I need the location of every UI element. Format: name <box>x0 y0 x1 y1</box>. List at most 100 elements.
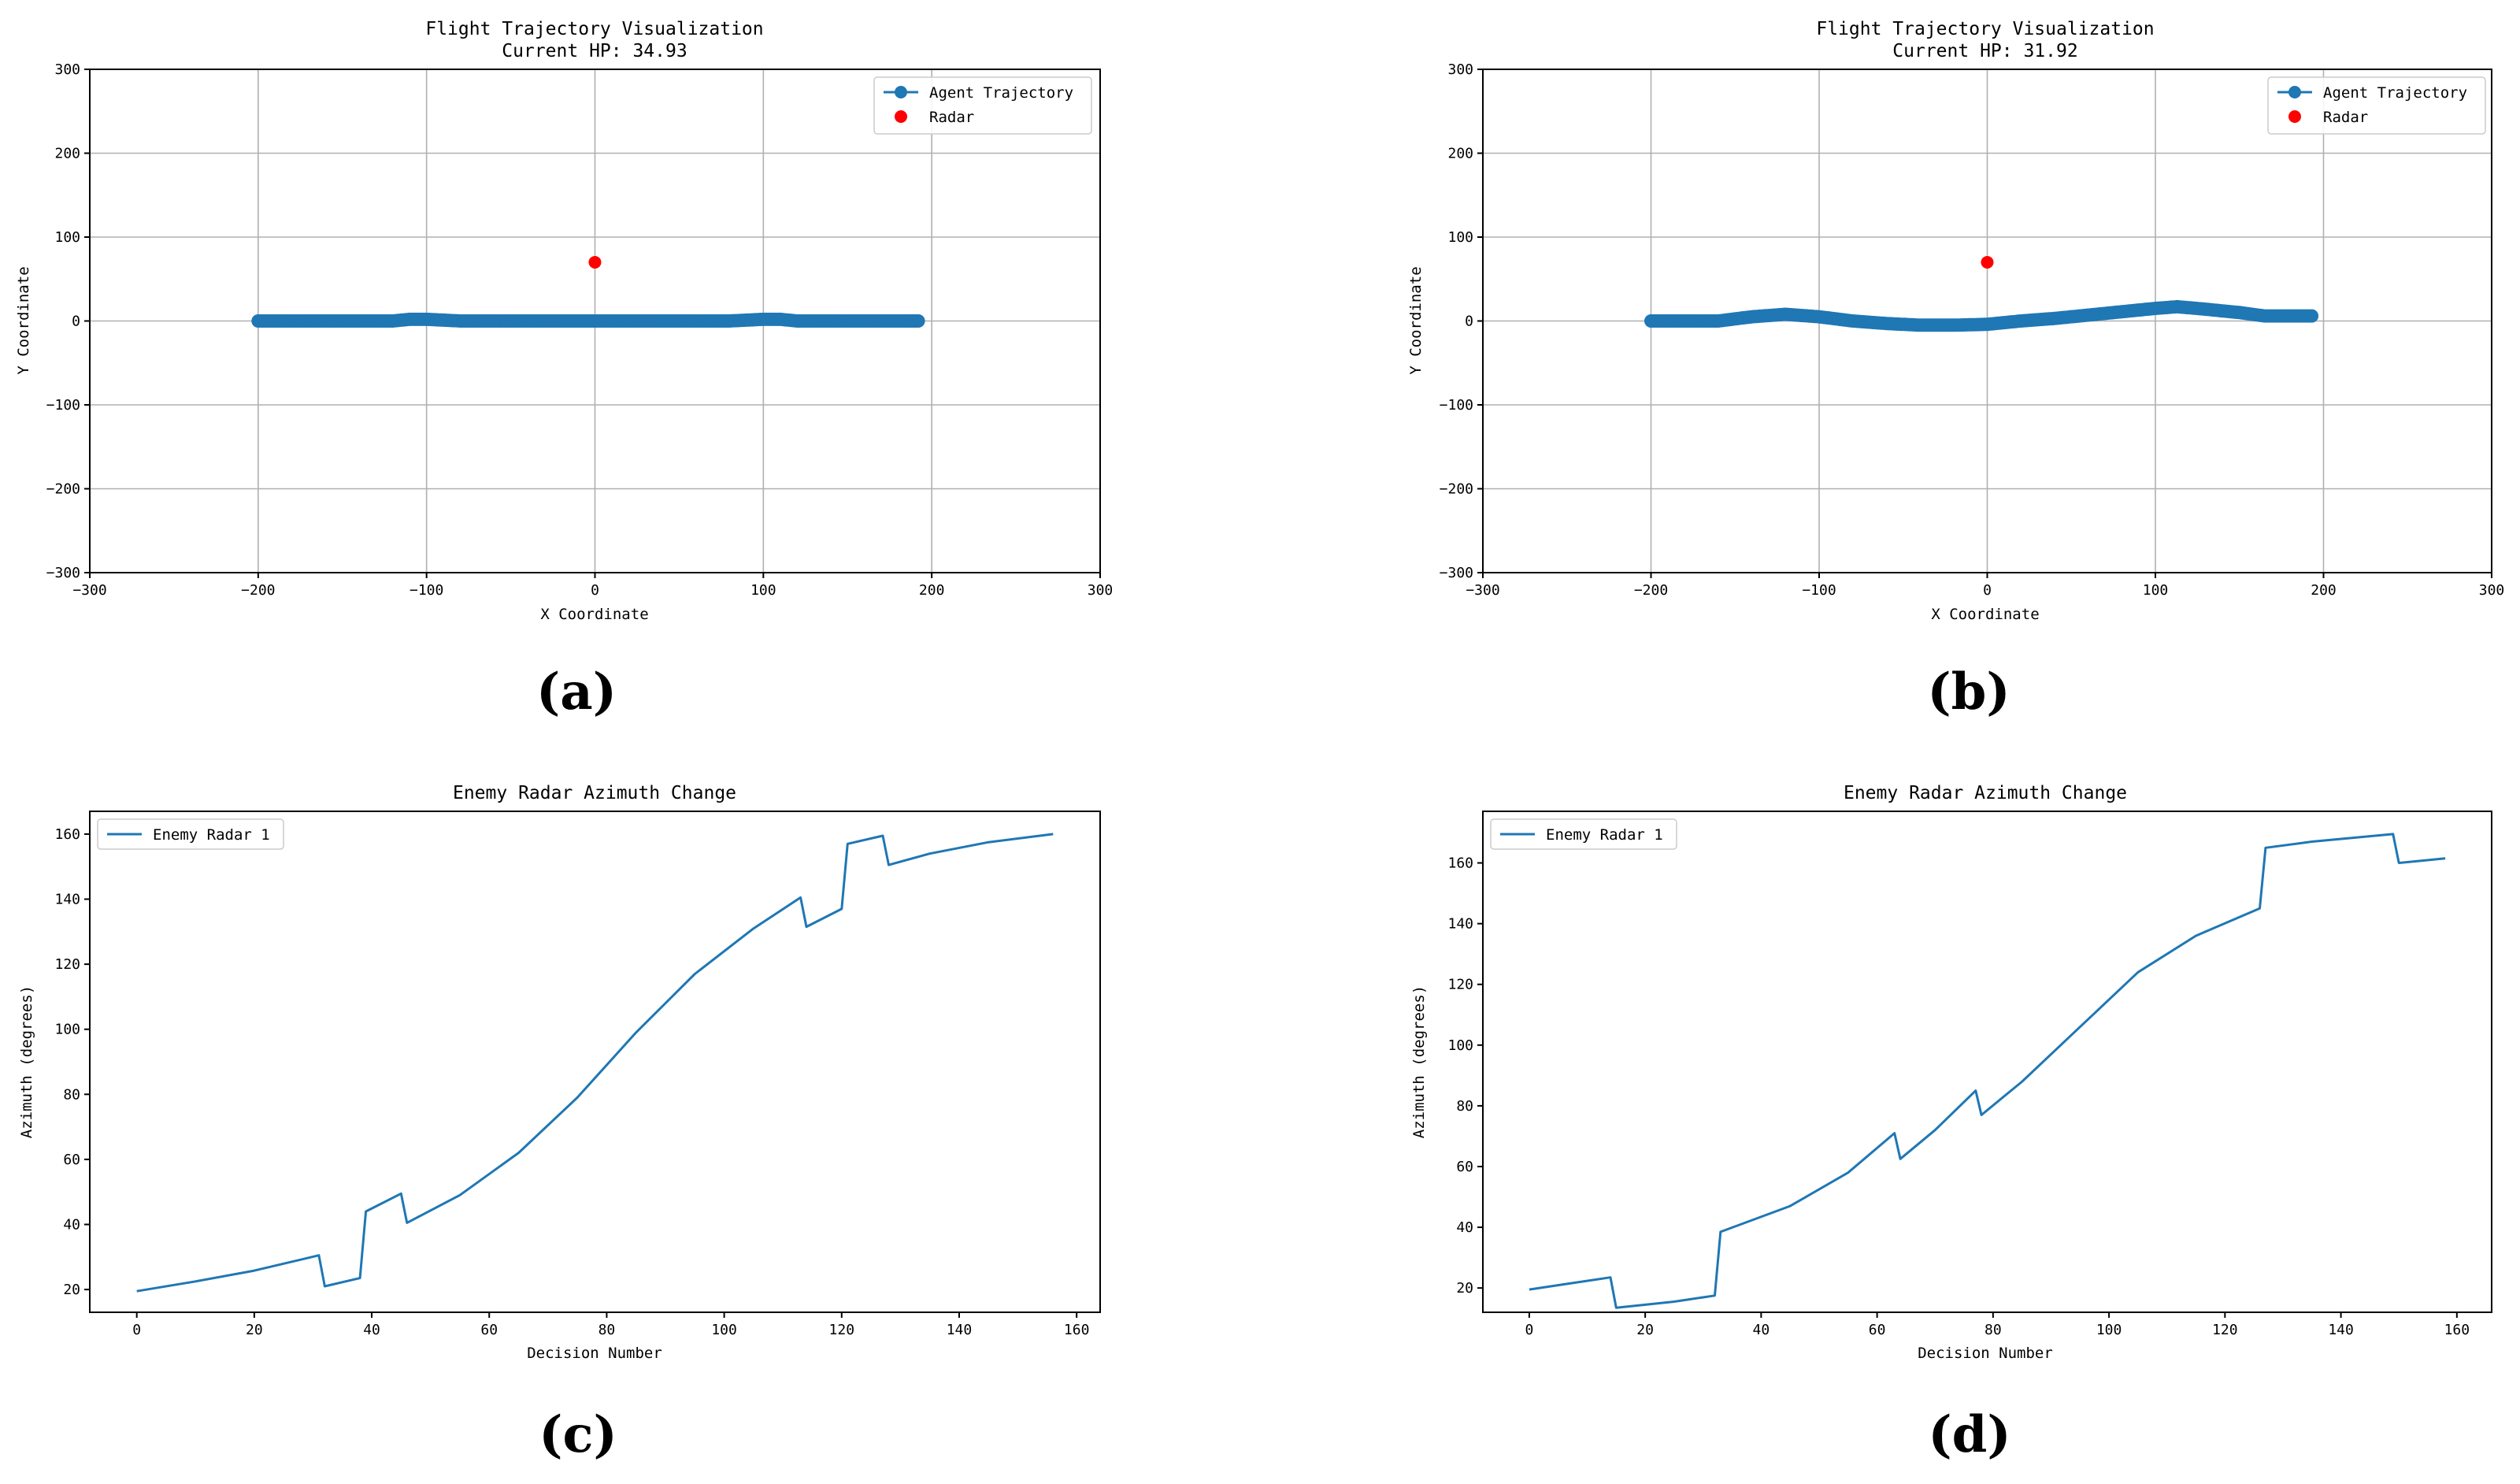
x-tick-label: 120 <box>2212 1322 2238 1338</box>
y-tick-label: 40 <box>1456 1219 1473 1236</box>
y-tick-label: 160 <box>1447 855 1473 872</box>
x-tick-label: 200 <box>919 582 945 599</box>
x-tick-label: 120 <box>829 1322 855 1338</box>
y-tick-label: 100 <box>54 229 80 246</box>
y-axis-label: Azimuth (degrees) <box>18 985 35 1138</box>
panel-label: (a) <box>536 662 617 722</box>
x-tick-label: 100 <box>2096 1322 2122 1338</box>
panel-label: (b) <box>1927 662 2010 722</box>
y-tick-label: 20 <box>1456 1280 1473 1297</box>
y-tick-label: 20 <box>63 1282 80 1298</box>
y-tick-label: 60 <box>1456 1159 1473 1175</box>
y-tick-label: 80 <box>63 1086 80 1103</box>
y-tick-label: 160 <box>54 826 80 843</box>
x-tick-label: 140 <box>2328 1322 2354 1338</box>
x-tick-label: 60 <box>1869 1322 1886 1338</box>
y-tick-label: 100 <box>54 1022 80 1038</box>
y-tick-label: 200 <box>54 146 80 162</box>
x-tick-label: 160 <box>2444 1322 2470 1338</box>
y-tick-label: 200 <box>1447 146 1473 162</box>
x-tick-label: −100 <box>1802 582 1836 599</box>
legend-label-series: Enemy Radar 1 <box>153 826 270 844</box>
y-tick-label: 140 <box>1447 916 1473 933</box>
x-tick-label: 20 <box>246 1322 263 1338</box>
legend-label-radar: Radar <box>2323 109 2368 126</box>
x-axis-label: X Coordinate <box>540 606 648 623</box>
x-tick-label: 140 <box>947 1322 973 1338</box>
y-tick-label: 300 <box>54 61 80 78</box>
y-tick-label: −300 <box>1440 565 1473 581</box>
y-tick-label: −200 <box>46 481 80 498</box>
y-tick-label: −300 <box>46 565 80 581</box>
x-axis-label: Decision Number <box>1918 1345 2053 1362</box>
y-tick-label: −100 <box>1440 397 1473 414</box>
x-tick-label: −200 <box>1634 582 1668 599</box>
x-tick-label: 100 <box>750 582 776 599</box>
legend-box <box>97 818 284 850</box>
y-axis-label: Y Coordinate <box>15 266 32 374</box>
y-tick-label: 120 <box>54 956 80 973</box>
y-tick-label: 120 <box>1447 977 1473 993</box>
trajectory-point <box>2305 309 2319 323</box>
series-line <box>136 833 1054 1293</box>
panel-c: Enemy Radar Azimuth Change 0 20 40 60 80 100 1… <box>18 783 1101 1464</box>
legend: Agent Trajectory Radar <box>873 76 1092 135</box>
series-line <box>1529 833 2446 1309</box>
legend-marker-radar <box>895 110 907 123</box>
x-tick-label: 20 <box>1636 1322 1654 1338</box>
legend-label-radar: Radar <box>929 109 974 126</box>
x-axis-label: X Coordinate <box>1931 606 2039 623</box>
panel-a: Flight Trajectory Visualization Current … <box>15 19 1113 722</box>
y-tick-label: 60 <box>63 1152 80 1168</box>
legend-label-trajectory: Agent Trajectory <box>2323 84 2467 102</box>
x-tick-label: 80 <box>1984 1322 2002 1338</box>
x-tick-label: 100 <box>2143 582 2169 599</box>
x-tick-label: 80 <box>598 1322 616 1338</box>
legend-marker-trajectory <box>2288 86 2301 98</box>
chart-title: Enemy Radar Azimuth Change <box>453 783 736 803</box>
y-tick-label: 100 <box>1447 229 1473 246</box>
legend-box <box>2267 76 2486 135</box>
x-tick-label: −300 <box>72 582 106 599</box>
y-tick-label: −200 <box>1440 481 1473 498</box>
chart-title: Flight Trajectory Visualization <box>1816 19 2154 39</box>
y-tick-label: 140 <box>54 892 80 908</box>
y-tick-label: −100 <box>46 397 80 414</box>
x-axis-label: Decision Number <box>527 1345 662 1362</box>
y-tick-label: 100 <box>1447 1037 1473 1054</box>
x-tick-label: 160 <box>1064 1322 1090 1338</box>
chart-title: Enemy Radar Azimuth Change <box>1844 783 2127 803</box>
x-tick-label: −100 <box>410 582 443 599</box>
panel-label: (d) <box>1928 1405 2010 1464</box>
y-tick-label: 40 <box>63 1216 80 1233</box>
x-tick-label: 0 <box>591 582 599 599</box>
y-tick-label: 80 <box>1456 1098 1473 1115</box>
legend: Enemy Radar 1 <box>1490 818 1677 850</box>
x-tick-label: 0 <box>1525 1322 1533 1338</box>
x-tick-label: 300 <box>2479 582 2505 599</box>
y-axis-label: Azimuth (degrees) <box>1410 985 1428 1138</box>
panel-d: Enemy Radar Azimuth Change 0 20 40 60 80 100 1… <box>1410 783 2492 1464</box>
legend-label-trajectory: Agent Trajectory <box>929 84 1073 102</box>
legend: Enemy Radar 1 <box>97 818 284 850</box>
y-tick-label: 0 <box>1465 313 1473 330</box>
x-tick-label: 60 <box>480 1322 498 1338</box>
panel-b: Flight Trajectory Visualization Current … <box>1407 19 2504 722</box>
chart-subtitle: Current HP: 31.92 <box>1892 41 2077 61</box>
y-tick-label: 300 <box>1447 61 1473 78</box>
x-tick-label: 300 <box>1088 582 1114 599</box>
x-tick-label: 100 <box>711 1322 737 1338</box>
plot-frame <box>1482 811 2492 1313</box>
legend-marker-radar <box>2288 110 2301 123</box>
x-tick-label: 40 <box>1753 1322 1770 1338</box>
plot-frame <box>89 811 1101 1313</box>
x-tick-label: −300 <box>1466 582 1499 599</box>
radar-point <box>1981 255 1994 269</box>
legend-marker-trajectory <box>895 86 907 98</box>
trajectory-point <box>911 314 925 328</box>
legend-label-series: Enemy Radar 1 <box>1546 826 1663 844</box>
legend: Agent Trajectory Radar <box>2267 76 2486 135</box>
y-tick-label: 0 <box>72 313 80 330</box>
x-tick-label: 200 <box>2311 582 2337 599</box>
